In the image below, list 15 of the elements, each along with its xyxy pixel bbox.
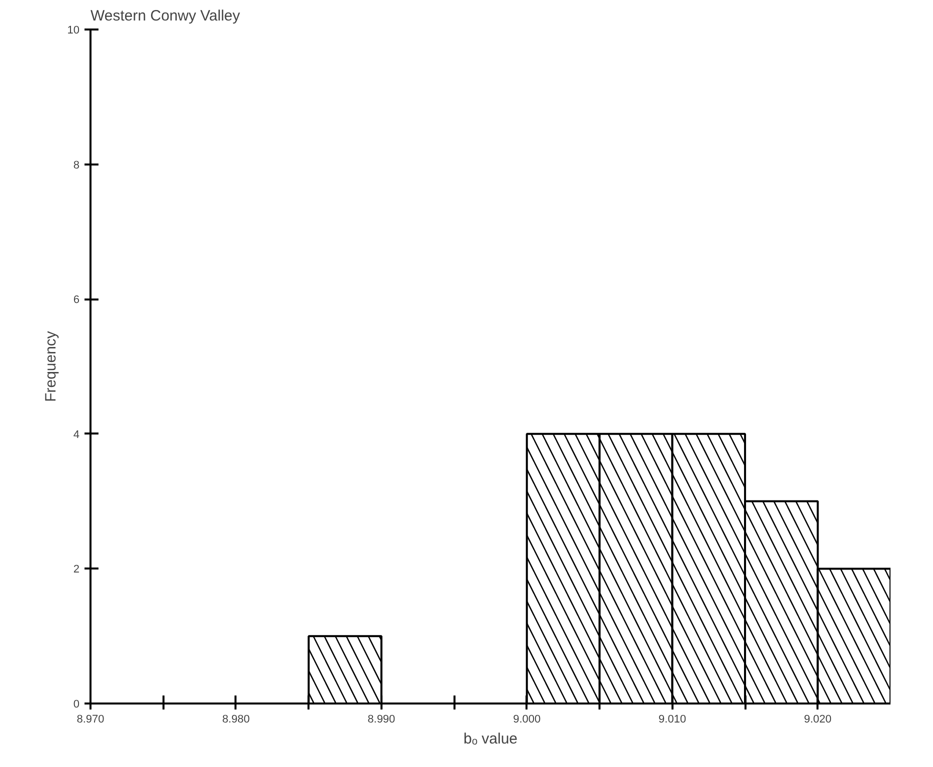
chart-title: Western Conwy Valley <box>90 8 240 24</box>
y-axis-title: Frequency <box>42 330 60 402</box>
y-tick-label: 6 <box>73 294 80 306</box>
y-tick-label: 2 <box>73 564 80 576</box>
y-tick-label: 10 <box>67 24 80 36</box>
x-tick-label: 8.980 <box>222 714 250 726</box>
y-tick-label: 4 <box>73 428 80 441</box>
x-tick-label: 9.020 <box>804 714 832 726</box>
x-tick-label: 9.010 <box>658 714 686 726</box>
x-tick-label: 8.990 <box>368 714 396 726</box>
x-tick-label: 9.000 <box>513 714 541 726</box>
y-tick-label: 0 <box>73 698 80 710</box>
x-axis-title: bₒ value <box>463 730 518 748</box>
x-tick-label: 8.970 <box>76 714 104 726</box>
y-tick-label: 8 <box>73 159 80 172</box>
